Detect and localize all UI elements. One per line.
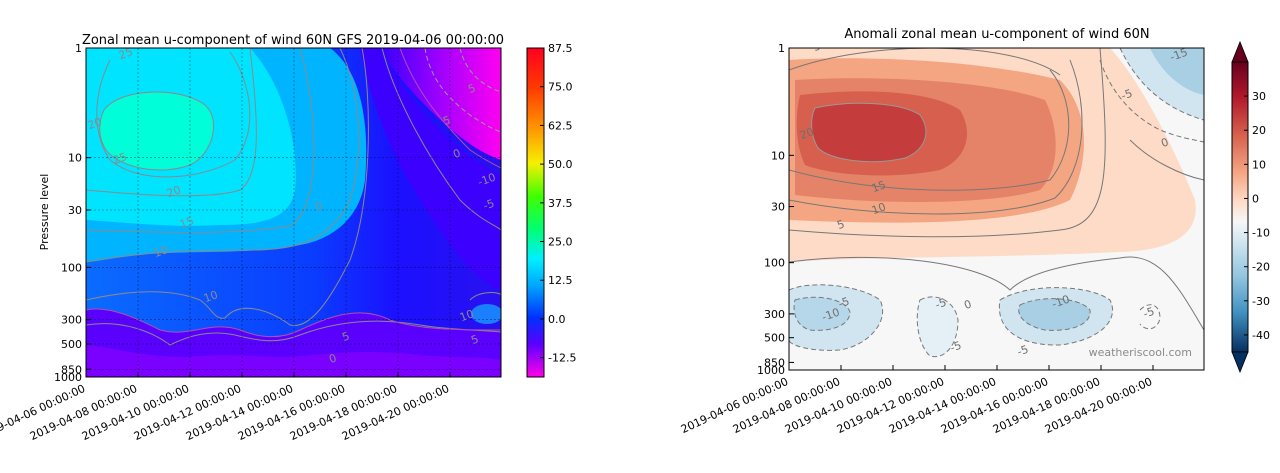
- contour-band: [811, 103, 926, 162]
- colorbar-tick-label: 25.0: [548, 236, 573, 249]
- y-tick-label: 500: [764, 332, 785, 345]
- colorbar: [526, 47, 545, 378]
- colorbar-tick-label: 10: [1252, 158, 1266, 171]
- y-axis-label: Pressure level: [38, 174, 51, 251]
- contour-label: -10: [476, 171, 497, 189]
- contour-lines: [789, 48, 1204, 358]
- contour-band: [917, 296, 958, 357]
- panel-anomaly-wind: Anomali zonal mean u-component of wind 6…: [679, 27, 1270, 436]
- contour-band: [1018, 298, 1091, 331]
- colorbar-tick-label: 0.0: [548, 313, 566, 326]
- y-tick-label: 850: [61, 363, 82, 376]
- colorbar-extend-max: [1231, 40, 1249, 63]
- colorbar: [1231, 61, 1249, 353]
- contour-label: 5: [811, 39, 822, 54]
- contour-label: -5: [481, 197, 496, 213]
- colorbar-tick-label: 37.5: [548, 197, 573, 210]
- contour-band: [380, 48, 501, 160]
- contour-label: 25: [117, 45, 135, 62]
- colorbar-tick-label: 87.5: [548, 42, 573, 55]
- y-tick-label: 1000: [757, 364, 785, 377]
- contour-label: 15: [870, 178, 888, 195]
- contour-label: 0: [327, 351, 338, 366]
- contour-label: -5: [933, 296, 948, 312]
- colorbar-ticks: 87.5 75.0 62.5 50.0 37.5 25.0 12.5 0.0 -12.5: [540, 42, 576, 365]
- y-tick-label: 1: [75, 42, 82, 55]
- contour-label: -5: [948, 339, 963, 355]
- contour-label: -5: [836, 295, 851, 311]
- colorbar-tick-label: 12.5: [548, 274, 573, 287]
- contour-label: 5: [441, 113, 452, 128]
- colorbar-tick-label: -20: [1252, 261, 1270, 274]
- panel-gfs-wind: Zonal mean u-component of wind 60N GFS 2…: [0, 33, 576, 443]
- grid: [86, 48, 501, 377]
- colorbar-tick-label: -12.5: [548, 352, 576, 365]
- contour-label: 0: [1159, 135, 1170, 150]
- contour-label: 20: [165, 183, 183, 200]
- contour-label: 10: [870, 200, 888, 217]
- colorbar-tick-label: 75.0: [548, 81, 573, 94]
- contour-label: -5: [1015, 343, 1030, 359]
- y-tick-label: 30: [771, 201, 785, 214]
- y-tick-label: 300: [61, 314, 82, 327]
- colorbar-ticks: 30 20 10 0 -10 -20 -30 -40: [1244, 90, 1270, 342]
- contour-band: [99, 92, 214, 171]
- contour-band: [794, 297, 850, 331]
- contour-label: 10: [202, 288, 220, 305]
- contour-label: -10: [820, 306, 841, 324]
- contour-label: 0: [962, 297, 973, 312]
- colorbar-tick-label: -10: [1252, 227, 1270, 240]
- contour-label: -10: [1050, 293, 1071, 311]
- contour-band: [360, 48, 501, 290]
- contour-lines: [86, 48, 501, 346]
- y-tick-label: 100: [764, 257, 785, 270]
- contour-label: 5: [835, 217, 846, 232]
- colorbar-tick-label: 62.5: [548, 119, 573, 132]
- watermark: weatheriscool.com: [1089, 346, 1192, 359]
- y-tick-label: 30: [68, 204, 82, 217]
- contour-label: 5: [469, 332, 480, 347]
- y-tick-label: 10: [68, 152, 82, 165]
- y-tick-label: 100: [61, 261, 82, 274]
- y-tick-label: 1000: [54, 371, 82, 384]
- contour-label: 5: [340, 329, 351, 344]
- chart-title: Zonal mean u-component of wind 60N GFS 2…: [82, 33, 504, 48]
- contour-label: 20: [86, 115, 104, 132]
- colorbar-tick-label: 0: [1252, 192, 1259, 205]
- contour-label: 25: [111, 150, 129, 167]
- contour-band: [471, 304, 501, 324]
- contour-lines: [86, 48, 501, 338]
- colorbar-tick-label: -30: [1252, 295, 1270, 308]
- colorbar-tick-label: 30: [1252, 90, 1266, 103]
- colorbar-tick-label: -40: [1252, 329, 1270, 342]
- colorbar-tick-label: 50.0: [548, 158, 573, 171]
- contour-band: [1150, 48, 1204, 95]
- contour-label: 5: [466, 81, 477, 96]
- contour-label: -5: [1141, 305, 1156, 321]
- colorbar-extend-min: [1231, 351, 1249, 374]
- y-tick-label: 1: [778, 42, 785, 55]
- contour-lines: [424, 48, 501, 133]
- y-tick-label: 300: [764, 308, 785, 321]
- contour-label: 10: [152, 243, 170, 260]
- chart-title: Anomali zonal mean u-component of wind 6…: [844, 27, 1149, 42]
- contour-label: -5: [1119, 87, 1134, 103]
- contour-label: 0: [451, 146, 462, 161]
- y-tick-label: 10: [771, 149, 785, 162]
- y-tick-label: 500: [61, 338, 82, 351]
- colorbar-tick-label: 20: [1252, 124, 1266, 137]
- y-tick-label: 850: [764, 356, 785, 369]
- contour-label: 20: [798, 125, 816, 142]
- contour-label: 10: [458, 307, 476, 324]
- contour-label: 15: [178, 214, 196, 231]
- contour-label: 0: [313, 199, 324, 214]
